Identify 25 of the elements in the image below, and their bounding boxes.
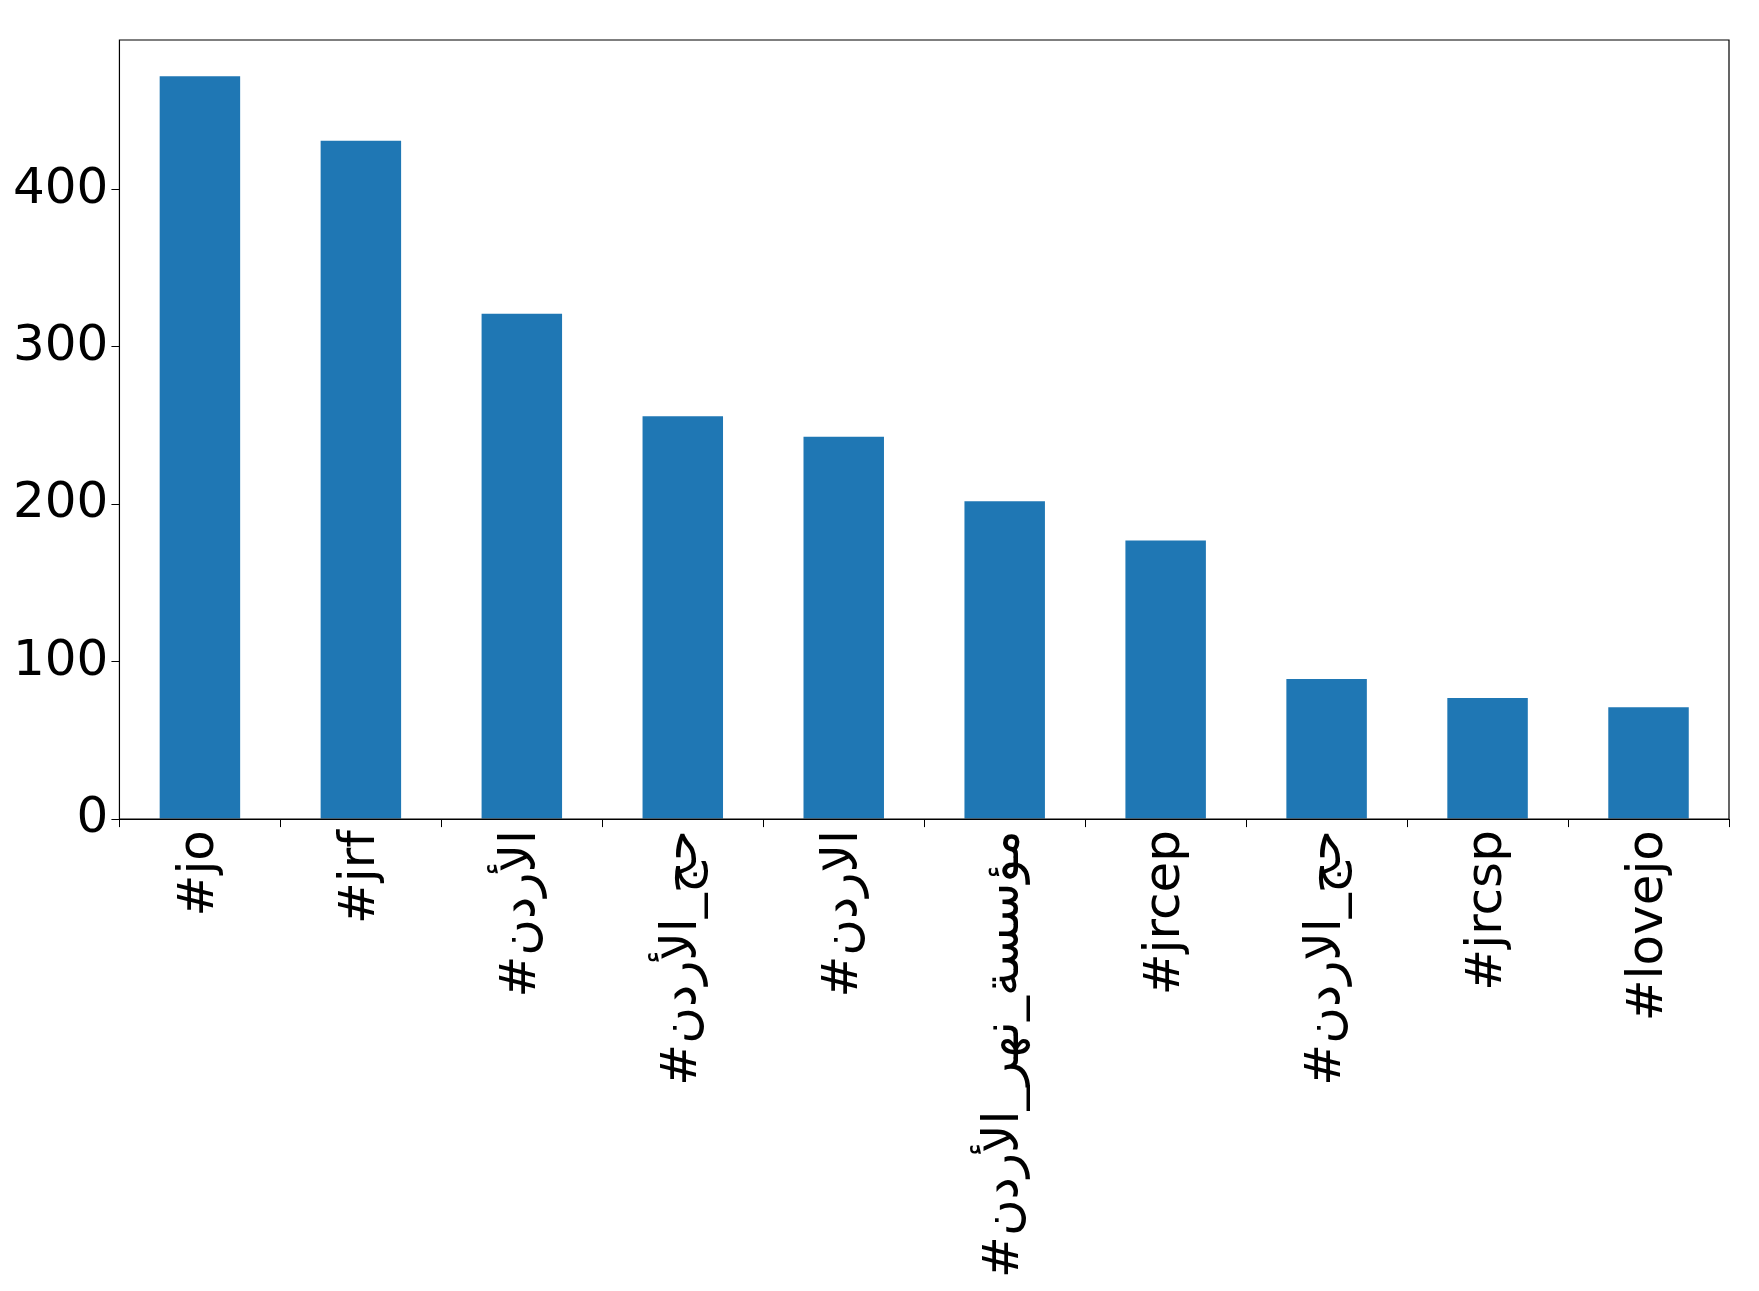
x-tick-label: #الاردن [810,830,869,998]
bar [1125,540,1206,819]
x-tick-label: #الأردن [486,830,547,998]
bar [481,313,563,819]
x-tick-label: #حج_الاردن [1293,830,1353,1086]
y-tick-label: 100 [13,628,109,687]
y-tick-label: 200 [13,471,109,530]
bar [1286,679,1367,819]
x-tick-label: #jrf [327,828,386,925]
bar [320,140,402,819]
bar [1608,707,1689,819]
x-tick-label: #jo [166,830,225,917]
bar [964,501,1045,819]
x-tick-label: #jrcsp [1454,830,1513,991]
y-tick-label: 300 [13,313,109,372]
x-tick-label: #مؤسسة_نهر_الأردن [969,830,1031,1279]
y-tick-label: 400 [13,156,109,215]
bar [1447,697,1528,819]
y-tick-label: 0 [76,786,109,845]
bar [159,76,241,819]
x-tick-label: #lovejo [1615,830,1674,1022]
x-tick-label: #jrcep [1132,830,1191,996]
bar [642,416,724,819]
bar [803,436,884,819]
x-tick-label: #حج_الأردن [647,830,709,1086]
